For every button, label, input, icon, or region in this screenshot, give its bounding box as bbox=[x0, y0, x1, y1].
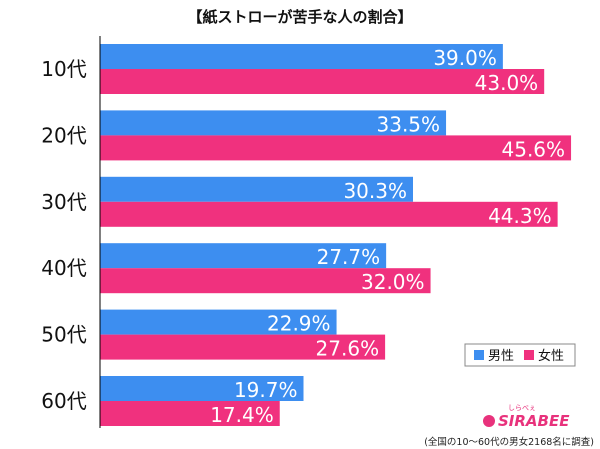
category-label-1: 20代 bbox=[41, 123, 86, 147]
data-label-male-0: 39.0% bbox=[433, 46, 497, 70]
logo-subtext: しらべぇ bbox=[508, 404, 536, 412]
logo-text: SIRABEE bbox=[498, 412, 570, 430]
data-label-male-1: 33.5% bbox=[377, 112, 441, 136]
legend: 男性 女性 bbox=[464, 343, 576, 367]
legend-swatch-female bbox=[524, 350, 534, 360]
category-label-0: 10代 bbox=[41, 57, 86, 81]
category-label-5: 60代 bbox=[41, 389, 86, 413]
legend-label-female: 女性 bbox=[538, 348, 564, 364]
bar-male-0 bbox=[100, 44, 503, 69]
data-label-male-5: 19.7% bbox=[234, 378, 298, 402]
category-label-4: 50代 bbox=[41, 323, 86, 347]
data-label-female-5: 17.4% bbox=[210, 403, 274, 427]
data-label-male-3: 27.7% bbox=[317, 245, 381, 269]
bar-female-5 bbox=[100, 401, 280, 426]
data-label-female-3: 32.0% bbox=[361, 270, 425, 294]
bar-male-3 bbox=[100, 243, 387, 269]
data-label-female-4: 27.6% bbox=[316, 337, 380, 361]
bar-female-1 bbox=[100, 135, 572, 161]
data-label-male-2: 30.3% bbox=[343, 179, 407, 203]
logo-background bbox=[480, 404, 576, 430]
category-labels: 10代 20代 30代 40代 50代 60代 bbox=[41, 57, 86, 413]
bar-female-4 bbox=[100, 334, 386, 360]
bar-male-5 bbox=[100, 376, 304, 401]
category-label-3: 40代 bbox=[41, 256, 86, 280]
bar-female-2 bbox=[100, 201, 558, 227]
bar-male-1 bbox=[100, 110, 447, 136]
bar-female-3 bbox=[100, 268, 431, 294]
bars: 39.0%43.0% 33.5% 45.6% 30.3% 44.3% 27.7%32.0%… bbox=[100, 44, 572, 427]
sirabee-logo: しらべぇ SIRABEE bbox=[480, 404, 576, 430]
legend-label-male: 男性 bbox=[488, 349, 514, 364]
logo-mark-icon bbox=[483, 415, 495, 427]
data-label-female-0: 43.0% bbox=[475, 71, 539, 95]
bar-female-0 bbox=[100, 69, 545, 94]
legend-swatch-male bbox=[474, 350, 484, 360]
data-label-female-1: 45.6% bbox=[502, 137, 566, 161]
category-label-2: 30代 bbox=[41, 190, 86, 214]
bar-male-2 bbox=[100, 176, 413, 202]
data-label-female-2: 44.3% bbox=[488, 204, 552, 228]
data-label-male-4: 22.9% bbox=[267, 312, 331, 336]
bar-male-4 bbox=[100, 309, 337, 335]
chart-title: 【紙ストローが苦手な人の割合】 bbox=[187, 8, 412, 26]
footnote: (全国の10〜60代の男女2168名に調査) bbox=[424, 436, 594, 448]
legend-frame bbox=[464, 343, 576, 367]
